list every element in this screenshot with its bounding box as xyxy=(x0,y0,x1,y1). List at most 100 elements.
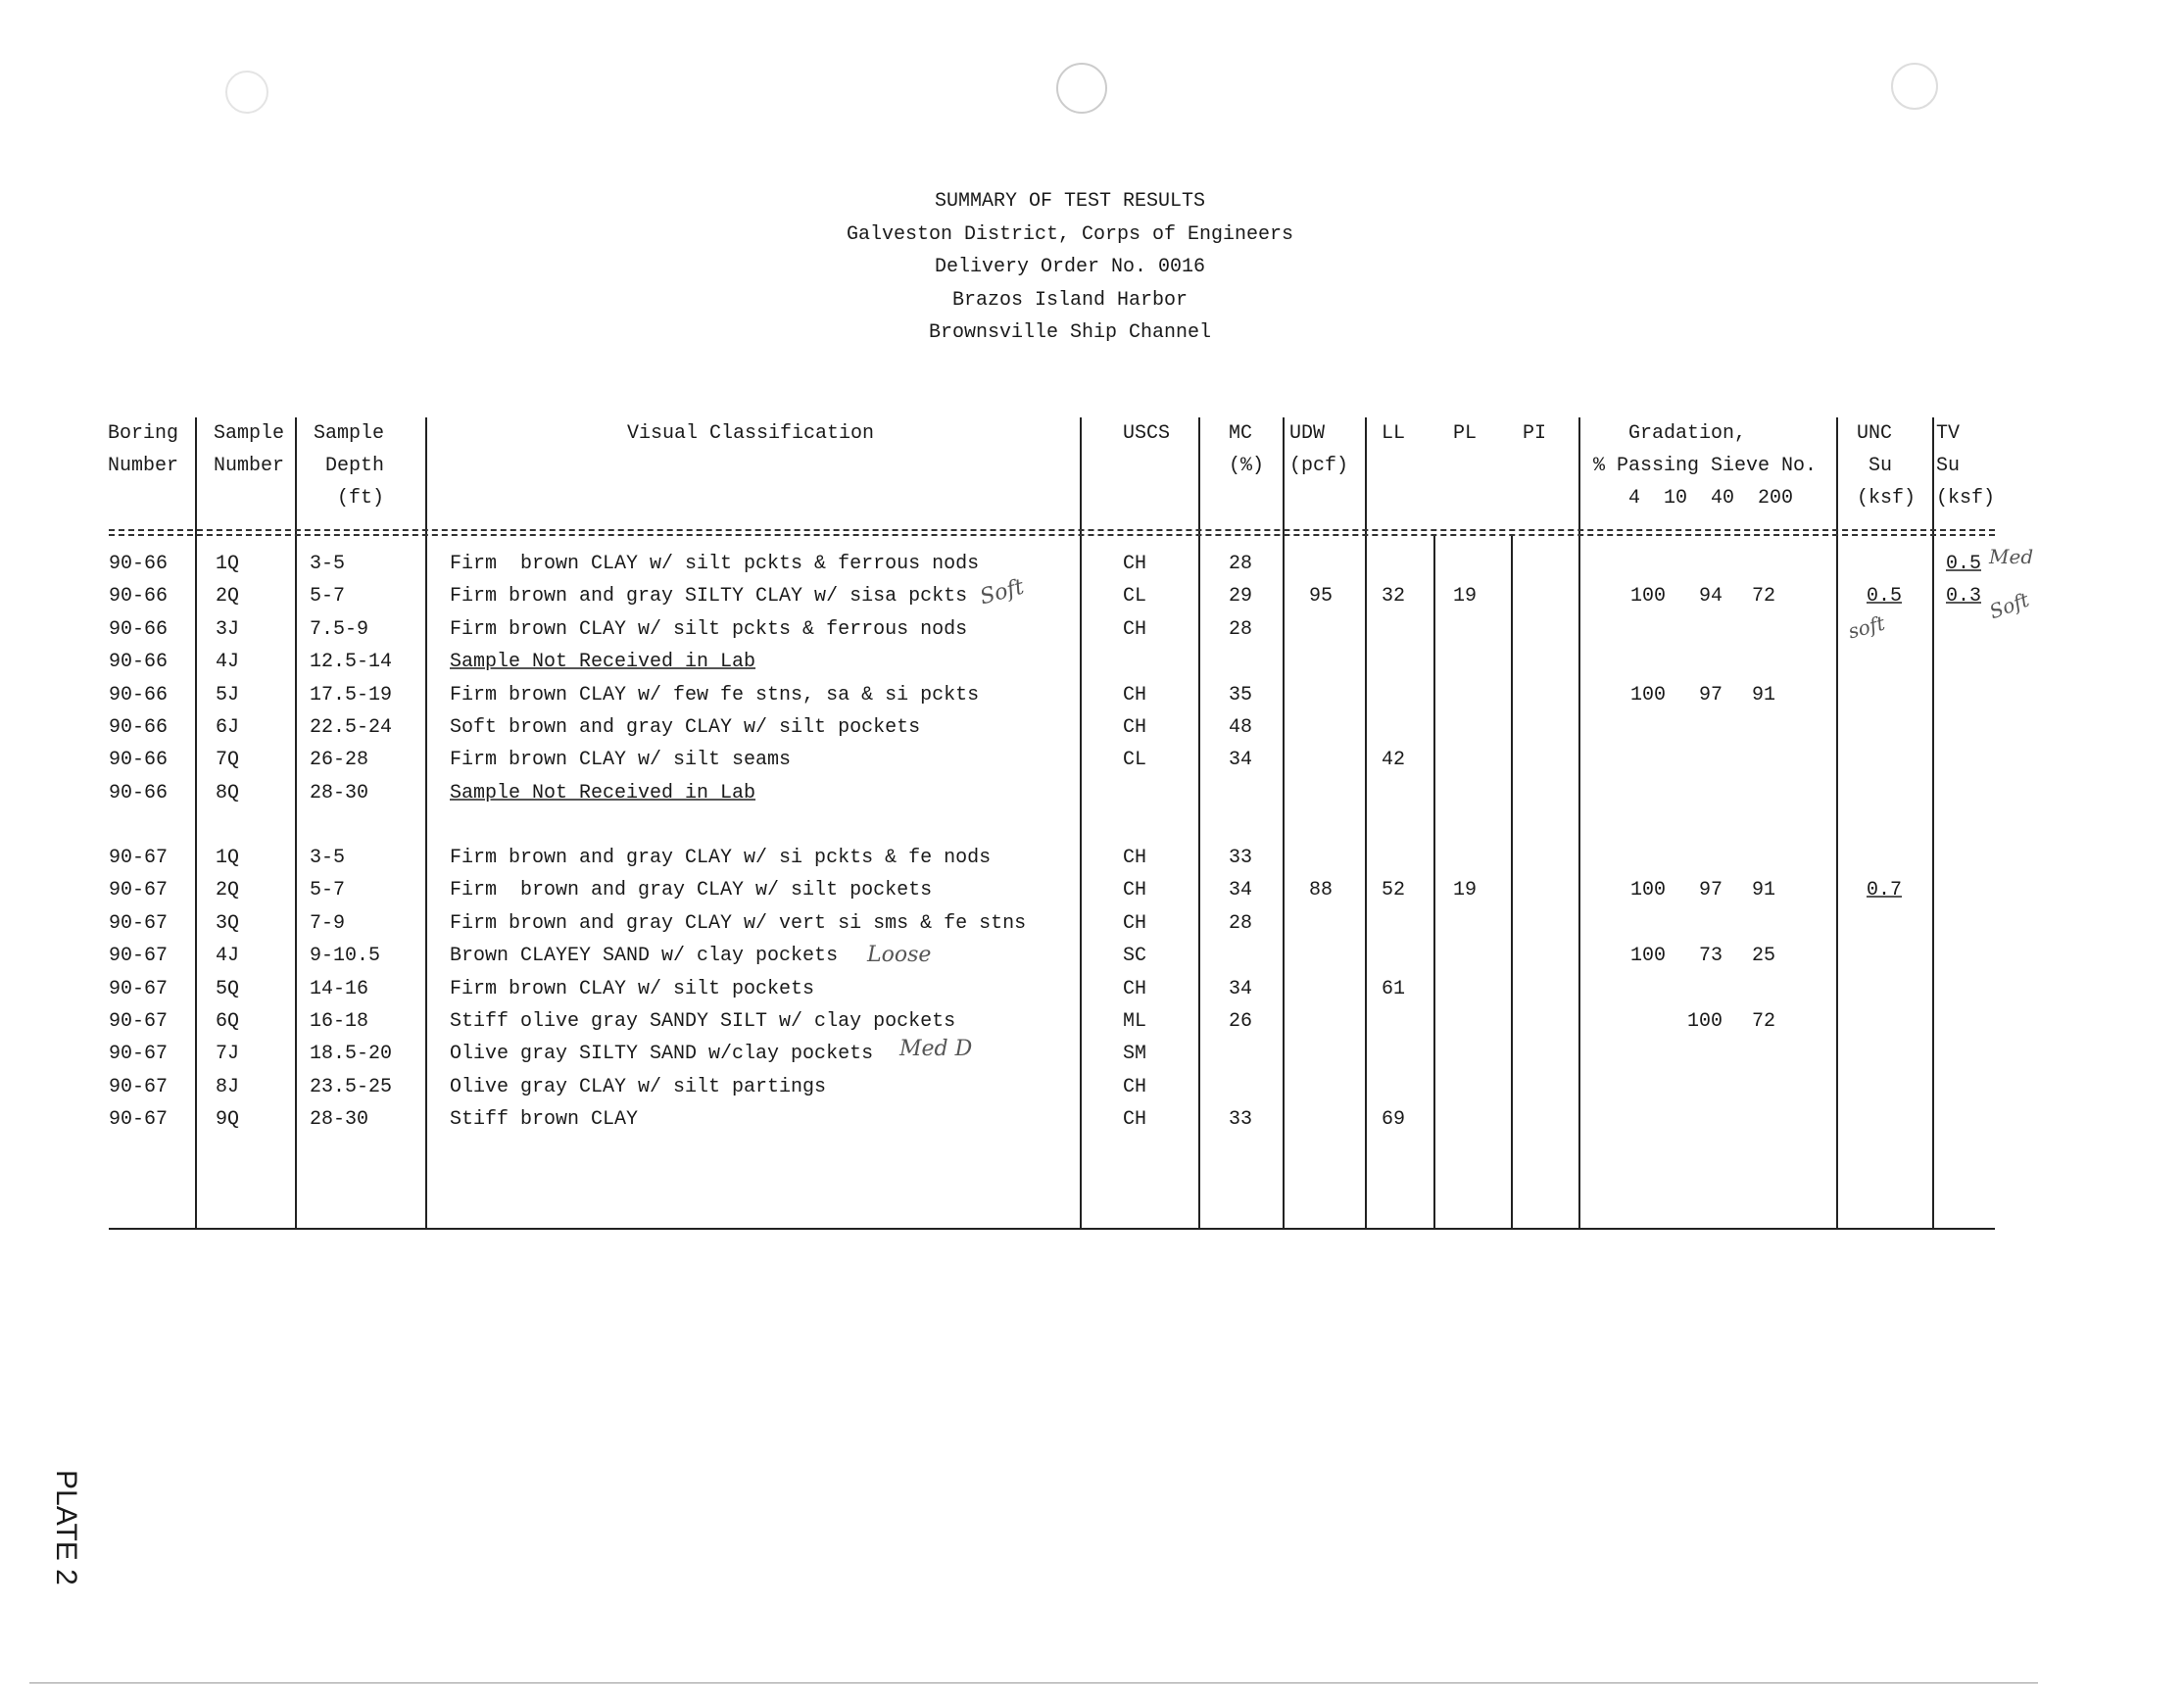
cell-uscs: CL xyxy=(1123,585,1147,609)
cell-g200: 91 xyxy=(1751,683,1775,706)
cell-unc: 0.5 xyxy=(1867,585,1903,609)
cell-sample: 4J xyxy=(216,651,240,674)
cell-uscs: SM xyxy=(1123,1043,1147,1066)
header-gradation: Gradation, % Passing Sieve No. 4 10 40 2… xyxy=(1593,422,1818,510)
cell-g10: 100 xyxy=(1629,945,1666,968)
cell-boring: 90-66 xyxy=(109,617,169,641)
header-tv-su: TV Su (ksf) xyxy=(1936,422,1996,510)
report-delivery-order: Delivery Order No. 0016 xyxy=(934,256,1206,278)
cell-visual: Firm brown and gray SILTY CLAY w/ sisa p… xyxy=(450,585,968,609)
cell-sample: 5J xyxy=(216,683,240,706)
report-district: Galveston District, Corps of Engineers xyxy=(846,223,1294,246)
header-udw: UDW (pcf) xyxy=(1289,422,1349,477)
cell-visual: Sample Not Received in Lab xyxy=(450,781,756,804)
header-separator xyxy=(109,529,1995,536)
cell-g10: 100 xyxy=(1629,683,1666,706)
cell-sample: 8J xyxy=(216,1075,240,1098)
column-divider xyxy=(1080,417,1082,1229)
cell-sample: 3J xyxy=(216,617,240,641)
cell-boring: 90-67 xyxy=(109,1108,169,1132)
cell-sample: 1Q xyxy=(216,847,240,869)
header-visual-classification: Visual Classification xyxy=(627,422,875,445)
cell-visual: Firm brown CLAY w/ silt pckts & ferrous … xyxy=(450,617,968,641)
column-divider xyxy=(425,417,427,1229)
header-mc: MC (%) xyxy=(1229,422,1265,477)
cell-boring: 90-67 xyxy=(109,1043,169,1066)
report-channel: Brownsville Ship Channel xyxy=(928,321,1212,344)
cell-mc: 28 xyxy=(1229,911,1253,935)
cell-g200: 25 xyxy=(1751,945,1775,968)
cell-visual: Olive gray CLAY w/ silt partings xyxy=(450,1075,827,1098)
cell-sample: 4J xyxy=(216,945,240,968)
handwritten-note: Med D xyxy=(899,1037,973,1061)
punch-hole-left xyxy=(225,71,268,114)
cell-pl: 19 xyxy=(1453,585,1478,609)
cell-ll: 42 xyxy=(1382,749,1406,772)
cell-visual: Firm brown CLAY w/ silt pockets xyxy=(450,977,815,1000)
cell-boring: 90-66 xyxy=(109,651,169,674)
cell-depth: 28-30 xyxy=(310,1108,369,1132)
cell-sample: 6J xyxy=(216,716,240,739)
cell-depth: 22.5-24 xyxy=(310,716,393,739)
cell-depth: 18.5-20 xyxy=(310,1043,393,1066)
cell-mc: 26 xyxy=(1229,1010,1253,1033)
header-sample-number: Sample Number xyxy=(214,422,285,477)
cell-uscs: CH xyxy=(1123,553,1147,575)
cell-mc: 34 xyxy=(1229,977,1253,1000)
column-divider xyxy=(1836,417,1838,1229)
cell-udw: 95 xyxy=(1309,585,1334,609)
cell-uscs: CH xyxy=(1123,879,1147,902)
column-divider xyxy=(1283,417,1285,1229)
cell-boring: 90-66 xyxy=(109,749,169,772)
cell-boring: 90-66 xyxy=(109,683,169,706)
cell-sample: 7Q xyxy=(216,749,240,772)
cell-sample: 7J xyxy=(216,1043,240,1066)
cell-depth: 5-7 xyxy=(310,879,346,902)
cell-unc: 0.7 xyxy=(1867,879,1903,902)
cell-mc: 35 xyxy=(1229,683,1253,706)
cell-boring: 90-67 xyxy=(109,1075,169,1098)
cell-sample: 2Q xyxy=(216,879,240,902)
cell-g200: 72 xyxy=(1751,1010,1775,1033)
cell-depth: 16-18 xyxy=(310,1010,369,1033)
cell-mc: 34 xyxy=(1229,879,1253,902)
cell-depth: 26-28 xyxy=(310,749,369,772)
cell-uscs: ML xyxy=(1123,1010,1147,1033)
cell-ll: 32 xyxy=(1382,585,1406,609)
cell-uscs: SC xyxy=(1123,945,1147,968)
cell-depth: 5-7 xyxy=(310,585,346,609)
cell-sample: 3Q xyxy=(216,911,240,935)
column-divider xyxy=(1433,534,1435,1229)
cell-visual: Firm brown and gray CLAY w/ silt pockets xyxy=(450,879,933,902)
cell-depth: 7.5-9 xyxy=(310,617,369,641)
cell-pl: 19 xyxy=(1453,879,1478,902)
header-ll: LL xyxy=(1382,422,1406,445)
cell-mc: 34 xyxy=(1229,749,1253,772)
cell-depth: 7-9 xyxy=(310,911,346,935)
cell-g40: 97 xyxy=(1698,683,1723,706)
cell-g40: 94 xyxy=(1698,585,1723,609)
punch-hole-right xyxy=(1891,63,1938,110)
cell-visual: Brown CLAYEY SAND w/ clay pockets xyxy=(450,945,839,968)
cell-visual: Stiff brown CLAY xyxy=(450,1108,639,1132)
cell-uscs: CH xyxy=(1123,1108,1147,1132)
cell-depth: 9-10.5 xyxy=(310,945,381,968)
cell-uscs: CH xyxy=(1123,911,1147,935)
cell-boring: 90-67 xyxy=(109,879,169,902)
cell-depth: 14-16 xyxy=(310,977,369,1000)
cell-visual: Firm brown and gray CLAY w/ vert si sms … xyxy=(450,911,1027,935)
column-divider xyxy=(195,417,197,1229)
cell-g40: 73 xyxy=(1698,945,1723,968)
cell-g200: 72 xyxy=(1751,585,1775,609)
cell-uscs: CH xyxy=(1123,1075,1147,1098)
cell-uscs: CH xyxy=(1123,683,1147,706)
cell-ll: 52 xyxy=(1382,879,1406,902)
cell-boring: 90-67 xyxy=(109,945,169,968)
punch-hole-center xyxy=(1056,63,1107,114)
cell-sample: 6Q xyxy=(216,1010,240,1033)
column-divider xyxy=(1578,417,1580,1229)
header-pi: PI xyxy=(1523,422,1547,445)
header-sample-depth: Sample Depth (ft) xyxy=(314,422,385,510)
cell-g200: 91 xyxy=(1751,879,1775,902)
cell-boring: 90-66 xyxy=(109,781,169,804)
